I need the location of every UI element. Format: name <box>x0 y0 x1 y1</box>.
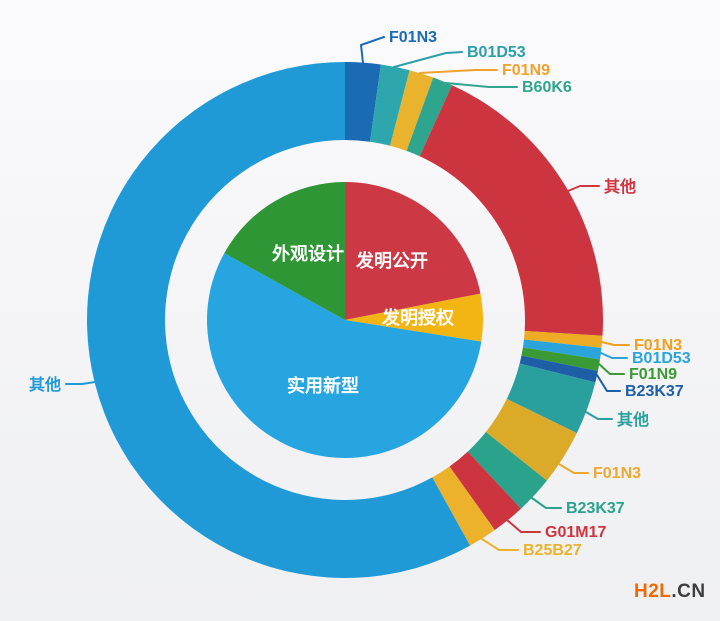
inner-pie-segment-实用新型[interactable] <box>206 253 482 459</box>
outer-ring-segment-B60K6[interactable] <box>406 77 452 157</box>
callout-line-其他 <box>585 411 613 420</box>
callout-label-F01N9: F01N9 <box>502 62 550 79</box>
callout-label-其他: 其他 <box>29 375 61 394</box>
callout-label-B60K6: B60K6 <box>522 79 572 96</box>
outer-ring-segment-B01D53[interactable] <box>522 339 602 360</box>
callout-label-B23K37: B23K37 <box>566 500 625 517</box>
inner-pie-label-实用新型: 实用新型 <box>287 375 359 396</box>
callout-line-B23K37 <box>531 497 562 509</box>
outer-ring-segment-F01N9[interactable] <box>390 70 434 151</box>
callout-line-F01N9 <box>419 69 498 74</box>
outer-ring-segment-其他[interactable] <box>419 85 604 336</box>
outer-ring-segment-G01M17[interactable] <box>449 451 521 531</box>
callout-line-其他 <box>567 185 600 192</box>
callout-line-其他 <box>65 381 96 385</box>
watermark-brand: H2L <box>634 581 672 602</box>
callout-label-B01D53: B01D53 <box>632 350 691 367</box>
callout-line-B25B27 <box>481 538 519 551</box>
callout-label-F01N3: F01N3 <box>593 465 641 482</box>
callout-label-B01D53: B01D53 <box>467 44 526 61</box>
inner-pie-segment-发明公开[interactable] <box>345 182 481 320</box>
outer-ring-segment-F01N3[interactable] <box>345 61 381 142</box>
inner-pie-segment-外观设计[interactable] <box>224 182 345 320</box>
outer-ring-segment-F01N9[interactable] <box>521 347 600 371</box>
inner-pie-label-发明公开: 发明公开 <box>355 250 428 271</box>
outer-ring-segment-B23K37[interactable] <box>467 432 547 509</box>
outer-ring-segment-B23K37[interactable] <box>519 355 598 383</box>
inner-pie-label-外观设计: 外观设计 <box>272 243 344 264</box>
callout-line-F01N9 <box>598 363 625 375</box>
inner-pie-segment-发明授权[interactable] <box>345 293 483 342</box>
callout-line-F01N3 <box>601 341 630 346</box>
outer-ring-segment-B01D53[interactable] <box>370 64 410 146</box>
watermark-suffix: .CN <box>671 581 706 602</box>
callout-label-G01M17: G01M17 <box>545 524 606 541</box>
callout-label-B23K37: B23K37 <box>625 383 684 400</box>
callout-label-F01N9: F01N9 <box>629 366 677 383</box>
callout-line-B01D53 <box>600 352 628 359</box>
outer-ring-segment-其他[interactable] <box>506 363 596 434</box>
callout-label-F01N3: F01N3 <box>634 337 682 354</box>
callout-label-其他: 其他 <box>604 177 636 196</box>
callout-line-F01N3 <box>558 463 589 474</box>
outer-ring-segment-F01N3[interactable] <box>523 330 603 348</box>
callout-line-B23K37 <box>596 374 621 392</box>
callout-label-F01N3: F01N3 <box>389 29 437 46</box>
site-watermark: H2L.CN <box>634 581 706 603</box>
callout-line-G01M17 <box>506 519 541 533</box>
outer-ring-segment-F01N3[interactable] <box>485 398 577 481</box>
callout-line-B60K6 <box>445 82 518 88</box>
callout-label-B25B27: B25B27 <box>523 542 582 559</box>
callout-line-F01N3 <box>360 36 385 64</box>
inner-pie-label-发明授权: 发明授权 <box>381 307 455 328</box>
callout-label-其他: 其他 <box>617 410 649 429</box>
outer-ring-segment-B25B27[interactable] <box>432 466 495 546</box>
callout-line-B01D53 <box>393 51 463 68</box>
outer-ring-segment-其他[interactable] <box>86 62 471 579</box>
